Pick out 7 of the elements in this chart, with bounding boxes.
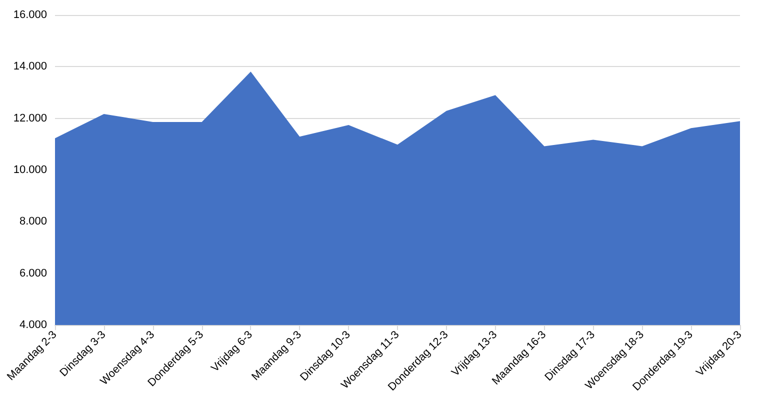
y-tick-label: 12.000 bbox=[13, 112, 47, 124]
y-tick-label: 16.000 bbox=[13, 9, 47, 21]
y-tick-label: 6.000 bbox=[19, 267, 47, 280]
y-tick-label: 10.000 bbox=[13, 164, 47, 176]
y-tick-label: 4.000 bbox=[19, 319, 47, 331]
y-tick-label: 8.000 bbox=[19, 216, 47, 228]
y-tick-label: 14.000 bbox=[13, 60, 47, 73]
